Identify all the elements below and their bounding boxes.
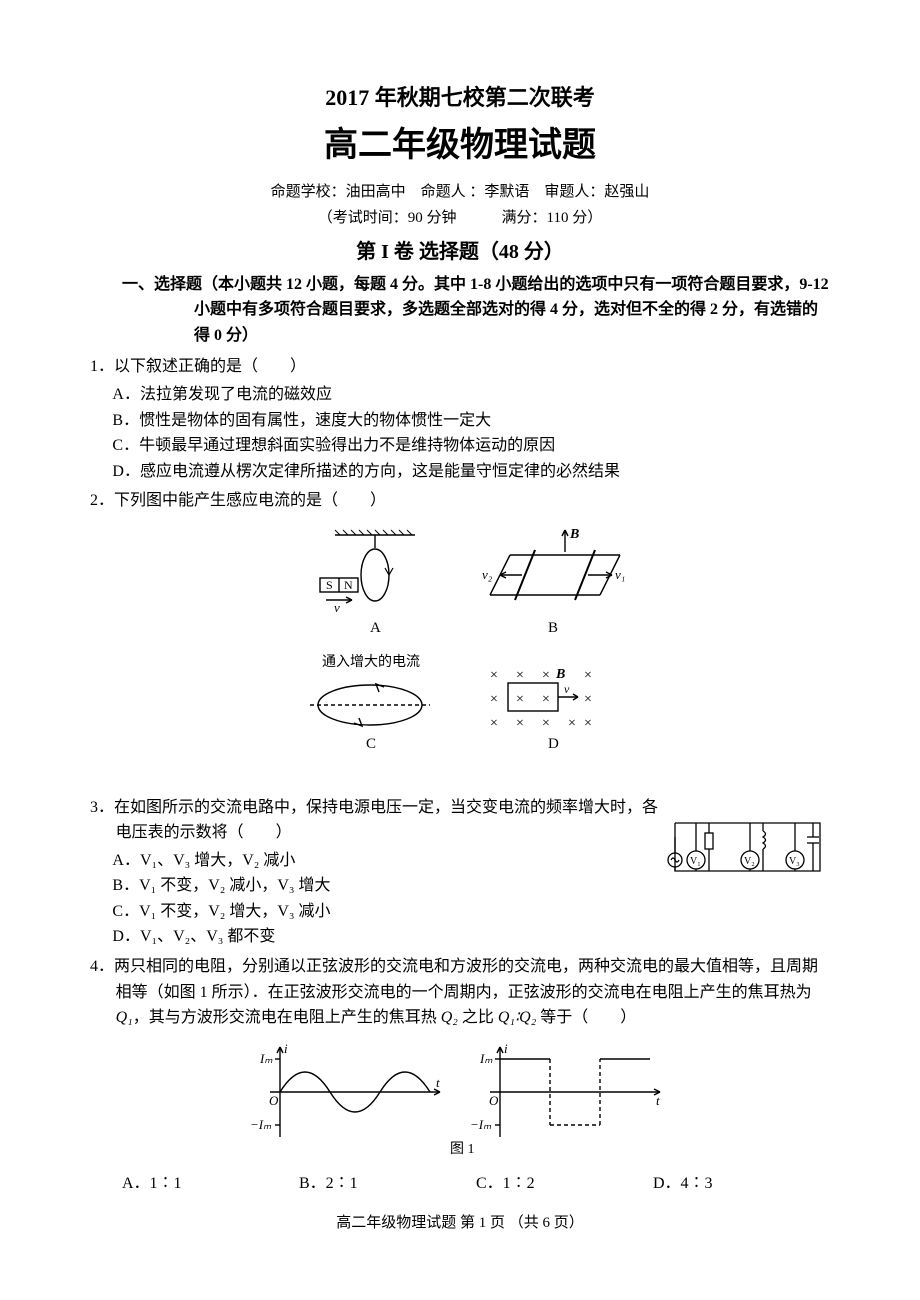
section-instruction: 一、选择题（本小题共 12 小题，每题 4 分。其中 1-8 小题给出的选项中只… [90,272,830,349]
q4-right-im: Iₘ [479,1051,493,1066]
q2-label-a: A [370,620,381,636]
q2-stem: 2．下列图中能产生感应电流的是（ ） [90,488,830,514]
q2-label-b: B [548,620,558,636]
q3-v3-label: V₃ [789,856,800,867]
q2-label-bvec: B [569,527,579,542]
svg-text:×: × [584,692,592,707]
q4-mid3: 等于（ ） [536,1009,636,1026]
q4-left-im: Iₘ [259,1051,273,1066]
q2-caption-c: 通入增大的电流 [322,654,420,670]
svg-text:×: × [516,692,524,707]
q4-left-negim: −Iₘ [250,1117,272,1132]
svg-text:×: × [516,716,524,731]
q4-stem: 4．两只相同的电阻，分别通以正弦波形的交流电和方波形的交流电，两种交流电的最大值… [90,954,830,1031]
q4-right-t: t [656,1093,660,1108]
q2-label-c: C [366,736,376,752]
svg-text:×: × [490,668,498,683]
exam-page: 2017 年秋期七校第二次联考 高二年级物理试题 命题学校：油田高中 命题人 ：… [0,0,920,1275]
q4-mid1: ，其与方波形交流电在电阻上产生的焦耳热 [133,1009,441,1026]
q2-label-v1: v₁ [615,567,625,582]
q2-label-n: N [344,578,353,592]
q4-options: A．1∶1 B．2∶1 C．1∶2 D．4∶3 [90,1171,830,1197]
q4-ratio: Q₁∶Q₂ [498,1009,536,1026]
svg-text:×: × [584,716,592,731]
section-title: 第 I 卷 选择题（48 分） [90,236,830,268]
q4-mid2: 之比 [458,1009,498,1026]
svg-text:×: × [542,692,550,707]
q2-figure: S N v A [90,520,830,789]
meta-time-score: （考试时间：90 分钟 满分：110 分） [90,206,830,230]
q1-option-c: C．牛顿最早通过理想斜面实验得出力不是维持物体运动的原因 [90,433,830,459]
svg-text:×: × [542,668,550,683]
q4-right-o: O [489,1093,499,1108]
svg-text:×: × [584,668,592,683]
q4-left-o: O [269,1093,279,1108]
q4-q2: Q₂ [441,1009,458,1026]
q4-right-i: i [504,1041,508,1056]
q3-circuit-figure: V₁ V₂ V₃ [665,813,830,894]
title-line-1: 2017 年秋期七校第二次联考 [90,80,830,115]
q1-option-a: A．法拉第发现了电流的磁效应 [90,382,830,408]
q3-v2-label: V₂ [744,856,755,867]
q4-stem-pre: 4．两只相同的电阻，分别通以正弦波形的交流电和方波形的交流电，两种交流电的最大值… [90,958,818,1001]
page-footer: 高二年级物理试题 第 1 页 （共 6 页） [90,1211,830,1235]
q4-left-i: i [284,1041,288,1056]
q4-right-negim: −Iₘ [470,1117,492,1132]
q2-label-v2: v₂ [482,567,493,582]
q4-option-d: D．4∶3 [653,1171,830,1197]
q2-label-d: D [548,736,559,752]
q2-diagram-svg: S N v A [280,520,640,780]
q4-option-a: A．1∶1 [122,1171,299,1197]
svg-text:×: × [516,668,524,683]
q2-label-s: S [326,578,333,592]
svg-text:×: × [568,716,576,731]
q3-option-c: C．V₁ 不变，V₂ 增大，V₃ 减小 [90,899,830,925]
q4-option-c: C．1∶2 [476,1171,653,1197]
q2-label-v: v [334,600,340,615]
title-line-2: 高二年级物理试题 [90,119,830,173]
q2d-label-v: v [564,682,570,696]
q4-figcaption: 图 1 [450,1142,475,1157]
svg-text:×: × [490,716,498,731]
q4-figure: Iₘ −Iₘ O i t [90,1037,830,1166]
q4-q1: Q₁ [116,1009,133,1026]
q4-option-b: B．2∶1 [299,1171,476,1197]
q4-left-t: t [436,1075,440,1090]
meta-authors: 命题学校：油田高中 命题人 ：李默语 审题人：赵强山 [90,180,830,204]
q1-option-b: B．惯性是物体的固有属性，速度大的物体惯性一定大 [90,408,830,434]
svg-text:×: × [542,716,550,731]
svg-text:×: × [490,692,498,707]
q1-stem: 1．以下叙述正确的是（ ） [90,354,830,380]
q1-option-d: D．感应电流遵从楞次定律所描述的方向，这是能量守恒定律的必然结果 [90,459,830,485]
q3-option-d: D．V₁、V₂、V₃ 都不变 [90,924,830,950]
q2d-label-b: B [555,667,565,682]
q3-v1-label: V₁ [690,856,701,867]
q3-block: 3．在如图所示的交流电路中，保持电源电压一定，当交变电流的频率增大时，各电压表的… [90,795,830,951]
